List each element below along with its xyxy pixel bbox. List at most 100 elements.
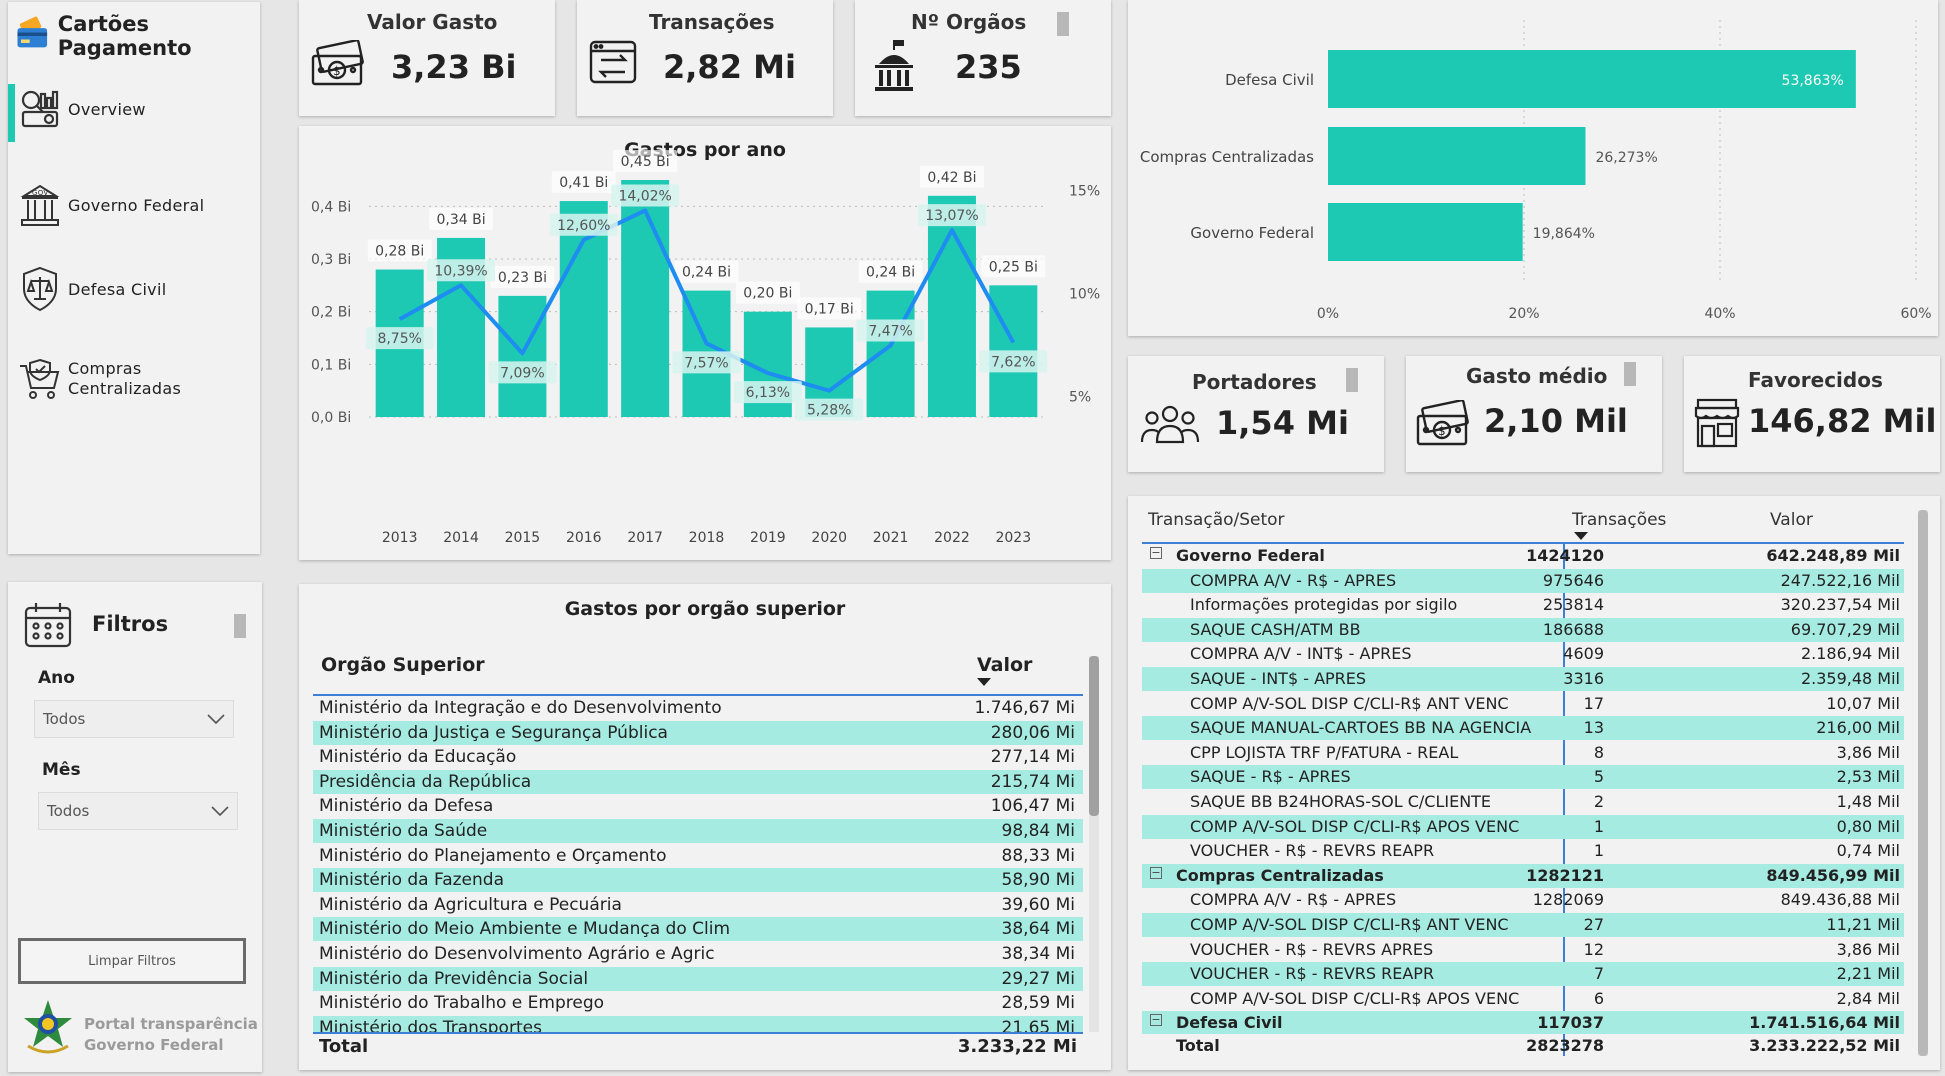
table-row[interactable]: Ministério da Integração e do Desenvolvi… — [313, 696, 1083, 720]
column-header-valor[interactable]: Valor — [1770, 510, 1813, 530]
matrix-item-row[interactable]: SAQUE BB B24HORAS-SOL C/CLIENTE 2 1,48 Mil — [1142, 790, 1904, 814]
sort-desc-icon[interactable] — [1574, 532, 1588, 542]
matrix-item-row[interactable]: VOUCHER - R$ - REVRS REAPR 1 0,74 Mil — [1142, 839, 1904, 863]
table-row[interactable]: Ministério da Agricultura e Pecuária 39,6… — [313, 893, 1083, 917]
matrix-value: 642.248,89 Mil — [1766, 546, 1900, 565]
bar[interactable] — [1328, 127, 1586, 185]
bar[interactable] — [621, 180, 670, 417]
matrix-item-row[interactable]: VOUCHER - R$ - REVRS APRES 12 3,86 Mil — [1142, 938, 1904, 962]
collapse-icon[interactable]: − — [1150, 546, 1162, 559]
matrix-item-row[interactable]: SAQUE - INT$ - APRES 3316 2.359,48 Mil — [1142, 667, 1904, 691]
orgao-value: 98,84 Mi — [1001, 821, 1075, 841]
focus-mode-icon[interactable] — [1057, 12, 1069, 36]
mes-dropdown[interactable]: Todos — [38, 792, 238, 830]
sort-desc-icon[interactable] — [977, 678, 991, 688]
column-header-valor[interactable]: Valor — [977, 654, 1033, 676]
column-header-orgao[interactable]: Orgão Superior — [321, 654, 485, 676]
table-row[interactable]: Ministério do Trabalho e Emprego 28,59 Mi — [313, 991, 1083, 1015]
nav-item-overview[interactable]: Overview — [16, 84, 268, 134]
matrix-label: SAQUE BB B24HORAS-SOL C/CLIENTE — [1190, 792, 1492, 811]
line-label: 7,09% — [500, 365, 544, 381]
x-tick: 2014 — [443, 530, 479, 546]
matrix-label: Governo Federal — [1176, 546, 1325, 565]
table-row[interactable]: Ministério da Justiça e Segurança Públic… — [313, 720, 1083, 745]
focus-mode-icon[interactable] — [1624, 362, 1636, 386]
matrix-item-row[interactable]: VOUCHER - R$ - REVRS REAPR 7 2,21 Mil — [1142, 962, 1904, 987]
table-row[interactable]: Ministério da Saúde 98,84 Mi — [313, 819, 1083, 843]
focus-mode-icon[interactable] — [234, 614, 246, 638]
bar[interactable] — [1328, 50, 1856, 108]
column-header-transacao-setor[interactable]: Transação/Setor — [1148, 510, 1285, 530]
matrix-value: 10,07 Mil — [1826, 693, 1900, 713]
matrix-item-row[interactable]: COMP A/V-SOL DISP C/CLI-R$ APOS VENC 6 2,8… — [1142, 987, 1904, 1011]
table-row[interactable]: Ministério da Defesa 106,47 Mi — [313, 794, 1083, 818]
table-scrollbar[interactable] — [1089, 656, 1099, 1032]
bar-label: 0,20 Bi — [743, 286, 792, 302]
nav-item-defesa-civil[interactable]: Defesa Civil — [16, 264, 268, 314]
matrix-item-row[interactable]: COMP A/V-SOL DISP C/CLI-R$ ANT VENC 17 10,… — [1142, 692, 1904, 716]
people-group-icon — [1140, 402, 1200, 452]
line-series[interactable] — [398, 208, 1016, 393]
matrix-group-row[interactable]: − Governo Federal 1424120 642.248,89 Mil — [1142, 544, 1904, 568]
y-tick-right: 5% — [1069, 389, 1091, 405]
table-row[interactable]: Ministério dos Transportes 21,65 Mi — [313, 1015, 1083, 1032]
bar-label-bg — [674, 260, 739, 283]
orgao-value: 280,06 Mi — [990, 722, 1075, 743]
collapse-icon[interactable]: − — [1150, 1013, 1162, 1027]
nav-item-compras-centralizadas[interactable]: Compras Centralizadas — [16, 354, 268, 404]
matrix-item-row[interactable]: CPP LOJISTA TRF P/FATURA - REAL 8 3,86 Mil — [1142, 741, 1904, 765]
matrix-item-row[interactable]: COMPRA A/V - R$ - APRES 975646 247.522,16 … — [1142, 568, 1904, 593]
matrix-item-row[interactable]: SAQUE - R$ - APRES 5 2,53 Mil — [1142, 765, 1904, 790]
category-label: Compras Centralizadas — [1140, 148, 1314, 166]
orgao-value: 38,34 Mi — [1001, 944, 1075, 964]
table-row[interactable]: Ministério da Previdência Social 29,27 Mi — [313, 966, 1083, 991]
matrix-value: 849.456,99 Mil — [1766, 865, 1900, 885]
bar[interactable] — [559, 201, 608, 417]
column-divider — [1563, 544, 1565, 1056]
table-row[interactable]: Ministério do Desenvolvimento Agrário e … — [313, 942, 1083, 966]
table-row[interactable]: Ministério do Planejamento e Orçamento 88… — [313, 844, 1083, 868]
bar[interactable] — [1328, 203, 1523, 261]
ano-dropdown[interactable]: Todos — [34, 700, 234, 738]
scrollbar-thumb[interactable] — [1918, 510, 1928, 1056]
matrix-trans: 1424120 — [1526, 546, 1604, 565]
matrix-item-row[interactable]: COMP A/V-SOL DISP C/CLI-R$ ANT VENC 27 11,… — [1142, 913, 1904, 937]
kpi-value: 2,82 Mi — [663, 48, 796, 86]
scrollbar-thumb[interactable] — [1089, 656, 1099, 816]
bar-label-bg — [919, 165, 984, 188]
matrix-item-row[interactable]: SAQUE CASH/ATM BB 186688 69.707,29 Mil — [1142, 617, 1904, 642]
matrix-label: COMP A/V-SOL DISP C/CLI-R$ ANT VENC — [1190, 693, 1509, 713]
gastos-por-orgao-table: Gastos por orgão superior Orgão Superior… — [299, 584, 1111, 1070]
matrix-item-row[interactable]: COMPRA A/V - INT$ - APRES 4609 2.186,94 Mi… — [1142, 642, 1904, 666]
bar[interactable] — [866, 290, 915, 417]
bar-label: 19,864% — [1533, 226, 1595, 242]
table-row[interactable]: Ministério da Educação 277,14 Mi — [313, 745, 1083, 769]
matrix-label: SAQUE CASH/ATM BB — [1190, 619, 1361, 639]
column-header-transacoes[interactable]: Transações — [1572, 510, 1667, 530]
table-row[interactable]: Ministério da Fazenda 58,90 Mi — [313, 868, 1083, 893]
matrix-item-row[interactable]: SAQUE MANUAL-CARTOES BB NA AGENCIA 13 216,… — [1142, 716, 1904, 741]
orgao-name: Ministério da Educação — [319, 747, 517, 768]
portal-transparencia-text: Portal transparência Governo Federal — [84, 1014, 258, 1056]
matrix-trans: 186688 — [1542, 619, 1604, 639]
x-tick: 2020 — [811, 530, 847, 546]
matrix-group-row[interactable]: − Defesa Civil 117037 1.741.516,64 Mil — [1142, 1011, 1904, 1034]
orgao-name: Ministério da Justiça e Segurança Públic… — [319, 722, 668, 743]
matrix-item-row[interactable]: COMP A/V-SOL DISP C/CLI-R$ APOS VENC 1 0,8… — [1142, 814, 1904, 839]
collapse-icon[interactable]: − — [1150, 865, 1162, 879]
clear-filters-button[interactable]: Limpar Filtros — [18, 938, 246, 984]
matrix-item-row[interactable]: COMPRA A/V - R$ - APRES 1282069 849.436,88… — [1142, 888, 1904, 912]
matrix-group-row[interactable]: − Compras Centralizadas 1282121 849.456,99 … — [1142, 863, 1904, 888]
focus-mode-icon[interactable] — [1346, 368, 1358, 392]
matrix-total-row: Total 2823278 3.233.222,52 Mil — [1142, 1034, 1904, 1058]
nav-item-governo-federal[interactable]: GOV Governo Federal — [16, 180, 268, 230]
x-tick: 40% — [1704, 306, 1735, 322]
table-row[interactable]: Presidência da República 215,74 Mi — [313, 769, 1083, 794]
table-row[interactable]: Ministério do Meio Ambiente e Mudança do… — [313, 917, 1083, 942]
x-tick: 0% — [1317, 306, 1339, 322]
bar[interactable] — [498, 295, 547, 417]
matrix-value: 69.707,29 Mil — [1790, 619, 1900, 639]
matrix-item-row[interactable]: Informações protegidas por sigilo 253814 3… — [1142, 593, 1904, 617]
matrix-scrollbar[interactable] — [1918, 510, 1928, 1056]
